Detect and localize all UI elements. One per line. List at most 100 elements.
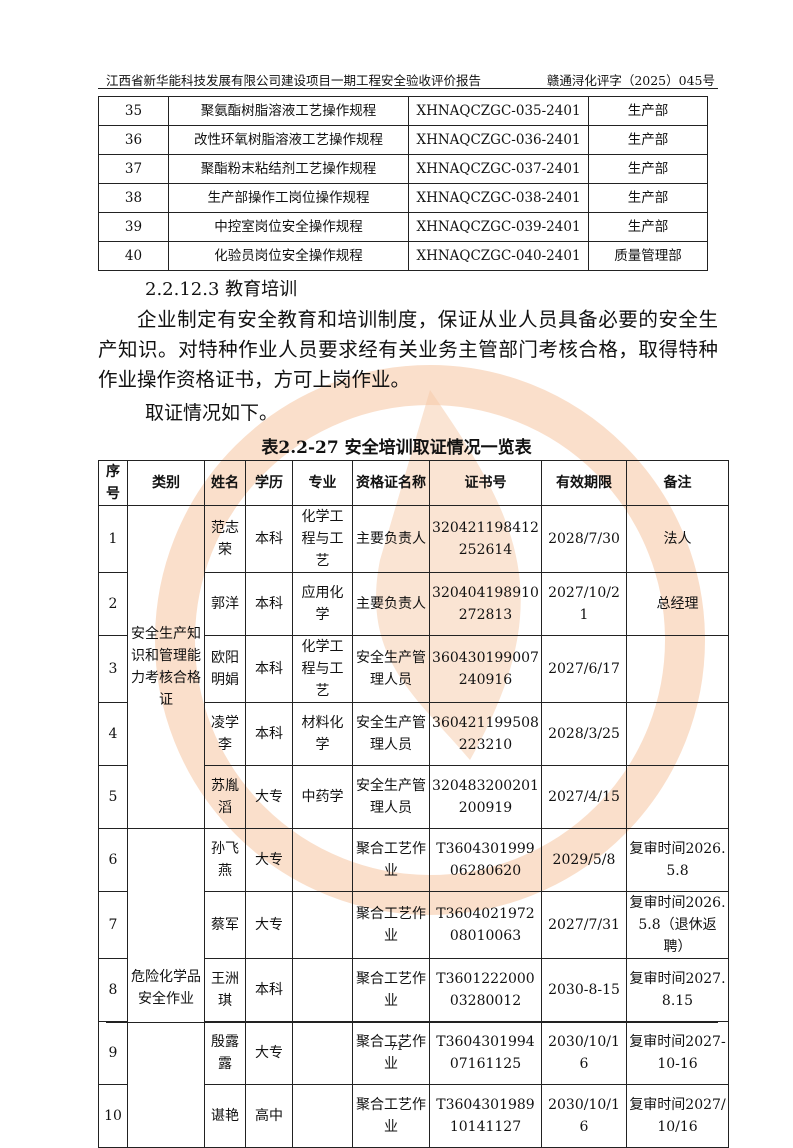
- cell: 孙飞燕: [204, 828, 246, 892]
- page-number: 71: [389, 1040, 404, 1053]
- cell: 郭洋: [204, 572, 246, 636]
- table-title: 表2.2-27 安全培训取证情况一览表: [261, 438, 532, 458]
- cell: 安全生产知识和管理能力考核合格证: [127, 505, 205, 829]
- cell: 学历: [245, 460, 293, 506]
- cell: 360430199007240916: [429, 635, 542, 703]
- cell: 安全生产管理人员: [352, 765, 430, 829]
- cell: 2030/10/16: [541, 1021, 627, 1085]
- cell: T360430198910141127: [429, 1084, 542, 1148]
- cell: 序号: [98, 460, 128, 506]
- cell: 35: [98, 96, 169, 126]
- header-rule: [98, 88, 718, 89]
- cell: 320421198412252614: [429, 505, 542, 573]
- cell: 聚氨酯树脂溶液工艺操作规程: [168, 96, 409, 126]
- row: 36 改性环氧树脂溶液工艺操作规程 XHNAQCZGC-036-2401 生产部: [98, 125, 708, 155]
- cell: 资格证名称: [352, 460, 430, 506]
- row: 3 欧阳明娟 本科 化学工程与工艺 安全生产管理人员 360430199007240916…: [98, 635, 729, 703]
- row: 8 王洲琪 本科 聚合工艺作业 T360122200003280012 2030-8-15…: [98, 958, 729, 1022]
- cell: [292, 891, 353, 959]
- cell: 大专: [245, 828, 293, 892]
- cell: 生产部: [588, 154, 708, 184]
- cell: 聚合工艺作业: [352, 1084, 430, 1148]
- cell: [626, 765, 729, 829]
- cell: 类别: [127, 460, 205, 506]
- cell: 质量管理部: [588, 241, 708, 271]
- cell: 聚合工艺作业: [352, 958, 430, 1022]
- cell: 有效期限: [541, 460, 627, 506]
- cell: 生产部: [588, 183, 708, 213]
- cell: 总经理: [626, 572, 729, 636]
- cell: 36: [98, 125, 169, 155]
- cell: 8: [98, 958, 128, 1022]
- cell: 化学工程与工艺: [292, 505, 353, 573]
- cell: T360402197208010063: [429, 891, 542, 959]
- cell: 2027/10/21: [541, 572, 627, 636]
- cell: 化学工程与工艺: [292, 635, 353, 703]
- cell: 改性环氧树脂溶液工艺操作规程: [168, 125, 409, 155]
- cell: 大专: [245, 765, 293, 829]
- paragraph: 企业制定有安全教育和培训制度，保证从业人员具备必要的安全生产知识。对特种作业人员…: [98, 308, 718, 391]
- cell: 法人: [626, 505, 729, 573]
- cell: 360421199508223210: [429, 702, 542, 766]
- cell: XHNAQCZGC-039-2401: [408, 212, 589, 242]
- cell: 生产部操作工岗位操作规程: [168, 183, 409, 213]
- row: 37 聚酯粉末粘结剂工艺操作规程 XHNAQCZGC-037-2401 生产部: [98, 154, 708, 184]
- cell: 聚合工艺作业: [352, 891, 430, 959]
- cell: 中控室岗位安全操作规程: [168, 212, 409, 242]
- cell: 王洲琪: [204, 958, 246, 1022]
- cell: 生产部: [588, 212, 708, 242]
- cell: 37: [98, 154, 169, 184]
- cell: 安全生产管理人员: [352, 635, 430, 703]
- table1: 35 聚氨酯树脂溶液工艺操作规程 XHNAQCZGC-035-2401 生产部 36 改性…: [98, 96, 708, 271]
- cell: [292, 1021, 353, 1085]
- cell: [292, 1084, 353, 1148]
- cell: 40: [98, 241, 169, 271]
- page: 江西省新华能科技发展有限公司建设项目一期工程安全验收评价报告 赣通浔化评字（20…: [98, 73, 729, 1148]
- cell: 危险化学品安全作业: [127, 828, 205, 1148]
- cell: 应用化学: [292, 572, 353, 636]
- cell: T360430199407161125: [429, 1021, 542, 1085]
- cell: 2027/4/15: [541, 765, 627, 829]
- cell: 欧阳明娟: [204, 635, 246, 703]
- cell: 2027/7/31: [541, 891, 627, 959]
- row: 1 安全生产知识和管理能力考核合格证 范志荣 本科 化学工程与工艺 主要负责人 320421…: [98, 505, 729, 829]
- cell: 2028/3/25: [541, 702, 627, 766]
- cell: 本科: [245, 702, 293, 766]
- cell: 聚酯粉末粘结剂工艺操作规程: [168, 154, 409, 184]
- cell: 安全生产管理人员: [352, 702, 430, 766]
- cell: 专业: [292, 460, 353, 506]
- cell: [626, 635, 729, 703]
- cell: 大专: [245, 891, 293, 959]
- cell: 2030-8-15: [541, 958, 627, 1022]
- row: 35 聚氨酯树脂溶液工艺操作规程 XHNAQCZGC-035-2401 生产部: [98, 96, 708, 126]
- cell: 复审时间2026.5.8（退休返聘）: [626, 891, 729, 959]
- cell: [292, 958, 353, 1022]
- cell: 2: [98, 572, 128, 636]
- cell: 苏胤滔: [204, 765, 246, 829]
- cell: 9: [98, 1021, 128, 1085]
- cell: 本科: [245, 505, 293, 573]
- cell: XHNAQCZGC-035-2401: [408, 96, 589, 126]
- cell: 10: [98, 1084, 128, 1148]
- cell: XHNAQCZGC-040-2401: [408, 241, 589, 271]
- cell: 复审时间2026.5.8: [626, 828, 729, 892]
- row: 39 中控室岗位安全操作规程 XHNAQCZGC-039-2401 生产部: [98, 212, 708, 242]
- cell: 蔡军: [204, 891, 246, 959]
- cell: 谌艳: [204, 1084, 246, 1148]
- cell: 姓名: [204, 460, 246, 506]
- cell: 4: [98, 702, 128, 766]
- cell: 殷露露: [204, 1021, 246, 1085]
- cell: 38: [98, 183, 169, 213]
- cell: [626, 702, 729, 766]
- table2: 序号 类别 姓名 学历 专业 资格证名称 证书号 有效期限 备注 1 安全生产知识和管理能力考核合格…: [98, 460, 729, 1148]
- cell: T360122200003280012: [429, 958, 542, 1022]
- cell: 本科: [245, 958, 293, 1022]
- footer-rule: [106, 1022, 718, 1023]
- cell: 39: [98, 212, 169, 242]
- cell: 本科: [245, 635, 293, 703]
- cell: 大专: [245, 1021, 293, 1085]
- row: 序号 类别 姓名 学历 专业 资格证名称 证书号 有效期限 备注: [98, 460, 729, 506]
- cell: 化验员岗位安全操作规程: [168, 241, 409, 271]
- cell: 3: [98, 635, 128, 703]
- cell: 本科: [245, 572, 293, 636]
